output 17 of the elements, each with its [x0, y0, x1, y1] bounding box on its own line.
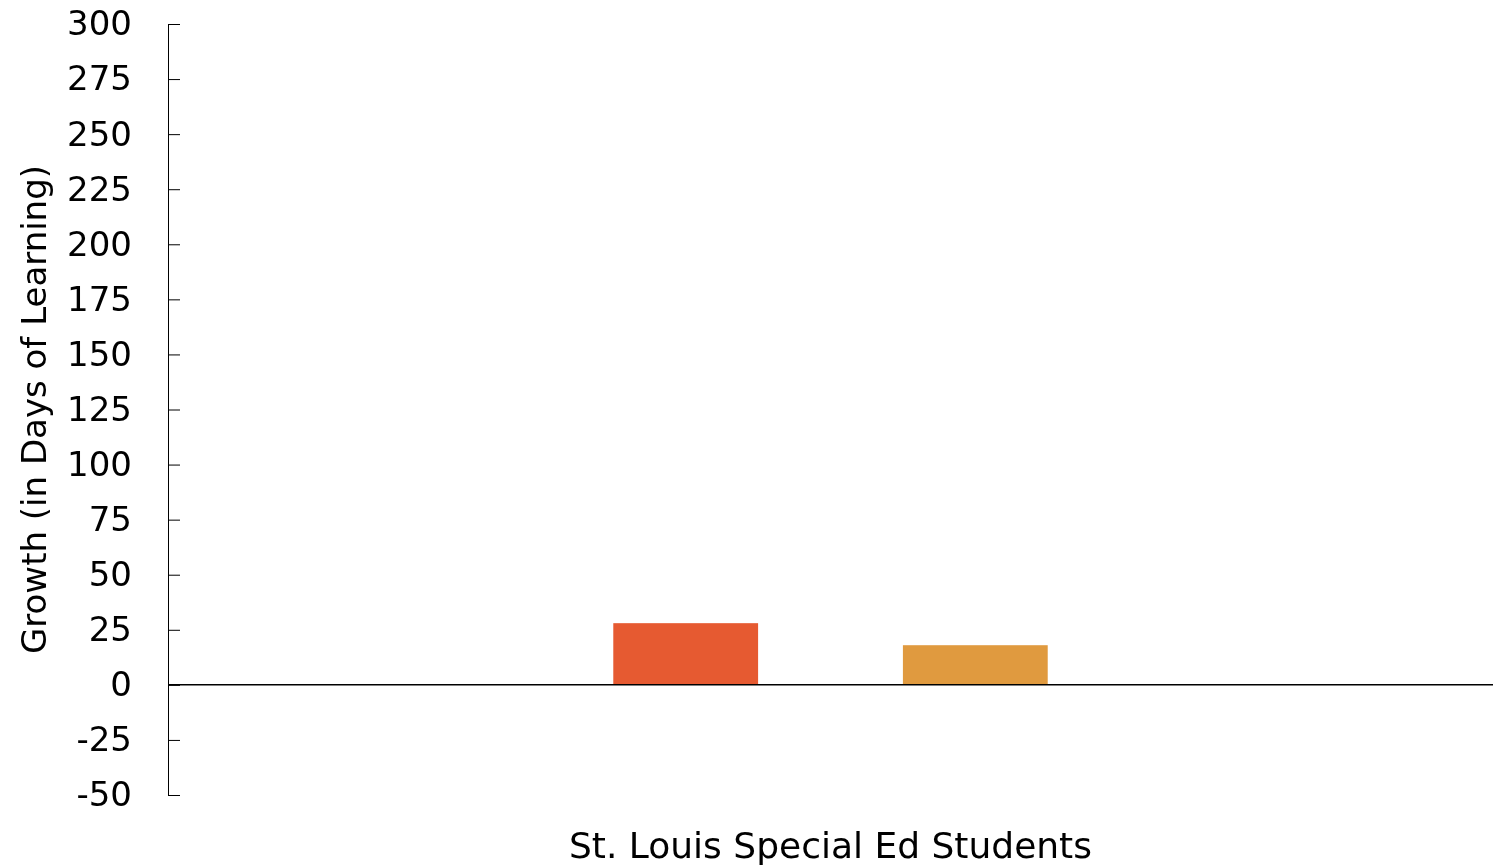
y-tick-label: 50: [88, 554, 132, 595]
y-tick-label: 300: [67, 3, 132, 44]
y-tick-label: 25: [88, 609, 132, 650]
y-tick-label: 200: [67, 223, 132, 264]
y-tick-label: 150: [67, 333, 132, 374]
y-axis-title: Growth (in Days of Learning): [14, 164, 54, 655]
y-tick-label: 175: [67, 278, 132, 319]
y-tick-label: 0: [110, 664, 132, 705]
y-tick-label: 275: [67, 58, 132, 99]
y-tick-label: 125: [67, 388, 132, 429]
x-tick-label: St. Louis Special Ed Students: [569, 825, 1092, 865]
y-tick-label: -50: [76, 774, 132, 815]
y-tick-label: -25: [76, 719, 132, 760]
y-tick-label: 75: [88, 499, 132, 540]
y-tick-label: 100: [67, 443, 132, 484]
y-tick-label: 225: [67, 168, 132, 209]
y-tick-label: 250: [67, 113, 132, 154]
